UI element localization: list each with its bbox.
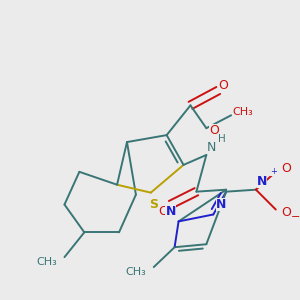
Text: O: O: [218, 79, 228, 92]
Text: N: N: [165, 205, 176, 218]
Text: N: N: [257, 175, 267, 188]
Text: CH₃: CH₃: [36, 257, 57, 267]
Text: O: O: [281, 206, 291, 219]
Text: N: N: [207, 140, 216, 154]
Text: O: O: [281, 162, 291, 175]
Text: O: O: [158, 205, 168, 218]
Text: O: O: [209, 124, 219, 137]
Text: CH₃: CH₃: [233, 107, 254, 117]
Text: H: H: [218, 134, 226, 144]
Text: CH₃: CH₃: [125, 267, 146, 277]
Text: −: −: [291, 212, 300, 223]
Text: +: +: [270, 167, 277, 176]
Text: S: S: [149, 198, 158, 211]
Text: N: N: [216, 198, 226, 211]
